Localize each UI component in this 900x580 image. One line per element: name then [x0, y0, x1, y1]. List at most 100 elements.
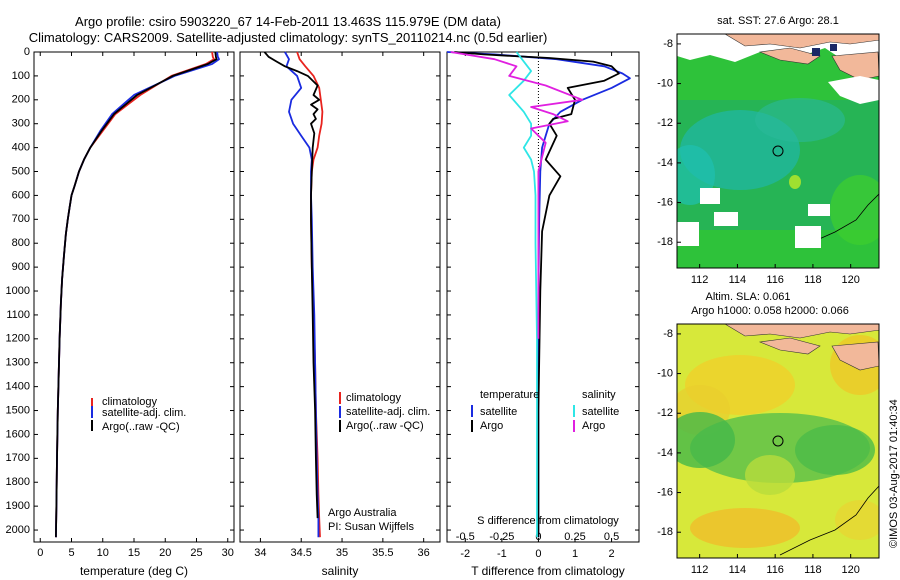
y-tick-label: 1800 — [6, 476, 30, 488]
salinity-plot-frame — [239, 51, 441, 543]
map-x-tick-label: 118 — [804, 274, 822, 286]
legend-label-t-satellite: satellite — [480, 406, 517, 418]
legend-label-satellite: satellite-adj. clim. — [346, 406, 430, 418]
salinity-panel: 34 34.5 35 35.5 36 climatology satellite-adj… — [239, 51, 441, 578]
legend-label-argo: Argo(..raw -QC) — [346, 420, 424, 432]
sla-argo-marker — [772, 435, 784, 447]
y-tick-label: 100 — [12, 70, 30, 82]
map-y-tick-label: -10 — [657, 367, 673, 379]
header-line-1: Argo profile: csiro 5903220_67 14-Feb-20… — [75, 14, 501, 29]
y-tick-label: 500 — [12, 165, 30, 177]
series-line-t-argo — [454, 51, 620, 538]
map-y-tick-label: -14 — [657, 157, 673, 169]
temperature-xlabel: temperature (deg C) — [80, 564, 188, 578]
y-tick-label: 1900 — [6, 500, 30, 512]
s-tick-label: 0.5 — [604, 531, 619, 543]
legend-label-s-satellite: satellite — [582, 406, 619, 418]
y-tick-label: 2000 — [6, 524, 30, 536]
temperature-panel: 0 5 10 15 20 25 300100200300400500600700800900… — [6, 46, 235, 578]
map-x-tick-label: 118 — [804, 564, 822, 576]
series-line-climatology — [296, 51, 324, 538]
sla-map: Altim. SLA: 0.061 Argo h1000: 0.058 h200… — [657, 291, 880, 576]
y-tick-label: 400 — [12, 142, 30, 154]
map-x-tick-label: 120 — [842, 564, 860, 576]
legend-label-satellite: satellite-adj. clim. — [102, 407, 186, 419]
x-tick-label: 1 — [572, 548, 578, 560]
difference-panel: -2 -1 0 1 2-0.5 -0.25 0 0.25 0.5 temperature sal… — [446, 51, 640, 578]
map-x-tick-label: 112 — [691, 564, 709, 576]
x-tick-label: 0 — [535, 548, 541, 560]
x-tick-label: 5 — [68, 547, 74, 559]
y-tick-label: 900 — [12, 261, 30, 273]
y-tick-label: 1100 — [6, 309, 30, 321]
legend-title-temperature: temperature — [480, 389, 539, 401]
x-tick-label: 20 — [159, 547, 171, 559]
map-y-tick-label: -12 — [657, 407, 673, 419]
s-tick-label: 0.25 — [564, 531, 585, 543]
map-y-tick-label: -16 — [657, 486, 673, 498]
map-x-tick-label: 112 — [691, 274, 709, 286]
x-tick-label: 25 — [190, 547, 202, 559]
x-tick-label: 10 — [97, 547, 109, 559]
map-y-tick-label: -18 — [657, 526, 673, 538]
annotation-line-1: Argo Australia — [328, 507, 397, 519]
header-line-2: Climatology: CARS2009. Satellite-adjuste… — [29, 30, 548, 45]
sst-map-title: sat. SST: 27.6 Argo: 28.1 — [717, 15, 839, 27]
x-tick-label: 35.5 — [372, 547, 393, 559]
sst-map: sat. SST: 27.6 Argo: 28.1 — [657, 15, 880, 286]
y-tick-label: 800 — [12, 237, 30, 249]
difference-xlabel-top: S difference from climatology — [477, 515, 619, 527]
x-tick-label: 30 — [222, 547, 234, 559]
difference-plot-frame — [446, 51, 640, 543]
y-tick-label: 1600 — [6, 428, 30, 440]
y-tick-label: 1300 — [6, 357, 30, 369]
y-tick-label: 1500 — [6, 404, 30, 416]
annotation-line-2: PI: Susan Wijffels — [328, 521, 414, 533]
legend-title-salinity: salinity — [582, 389, 616, 401]
y-tick-label: 200 — [12, 94, 30, 106]
x-tick-label: 34 — [254, 547, 266, 559]
series-line-climatology — [55, 51, 215, 538]
y-tick-label: 1200 — [6, 333, 30, 345]
series-line-satellite-adj-clim- — [284, 51, 320, 538]
y-tick-label: 300 — [12, 118, 30, 130]
y-tick-label: 700 — [12, 213, 30, 225]
x-tick-label: 0 — [37, 547, 43, 559]
series-line-s-argo — [450, 51, 584, 339]
salinity-legend: climatology satellite-adj. clim. Argo(..… — [339, 392, 430, 432]
y-tick-label: 0 — [24, 46, 30, 58]
temperature-legend: climatology satellite-adj. clim. Argo(..… — [91, 396, 186, 433]
sla-field — [677, 324, 879, 558]
map-y-tick-label: -16 — [657, 196, 673, 208]
salinity-xlabel: salinity — [322, 564, 359, 578]
series-line-argo-raw-qc- — [55, 51, 218, 538]
difference-xlabel: T difference from climatology — [471, 564, 625, 578]
x-tick-label: -2 — [460, 548, 470, 560]
map-x-tick-label: 114 — [729, 274, 747, 286]
sla-map-title-2: Argo h1000: 0.058 h2000: 0.066 — [691, 305, 849, 317]
legend-label-climatology: climatology — [102, 396, 158, 408]
legend-label-s-argo: Argo — [582, 420, 605, 432]
x-tick-label: 36 — [418, 547, 430, 559]
x-tick-label: 34.5 — [291, 547, 312, 559]
map-x-tick-label: 114 — [729, 564, 747, 576]
map-y-tick-label: -10 — [657, 77, 673, 89]
difference-legend: temperature salinity satellite Argo sate… — [471, 389, 619, 432]
sst-map-frame — [676, 33, 880, 269]
map-x-tick-label: 116 — [766, 564, 784, 576]
x-tick-label: -1 — [497, 548, 507, 560]
sla-map-frame — [676, 323, 880, 559]
map-x-tick-label: 120 — [842, 274, 860, 286]
y-tick-label: 1400 — [6, 381, 30, 393]
map-y-tick-label: -12 — [657, 117, 673, 129]
s-tick-label: -0.25 — [489, 531, 514, 543]
y-tick-label: 1700 — [6, 452, 30, 464]
legend-label-t-argo: Argo — [480, 420, 503, 432]
map-x-tick-label: 116 — [766, 274, 784, 286]
map-y-tick-label: -8 — [663, 328, 673, 340]
series-line-satellite-adj-clim- — [55, 51, 220, 538]
s-tick-label: -0.5 — [456, 531, 475, 543]
map-y-tick-label: -18 — [657, 236, 673, 248]
sla-map-title-1: Altim. SLA: 0.061 — [706, 291, 791, 303]
